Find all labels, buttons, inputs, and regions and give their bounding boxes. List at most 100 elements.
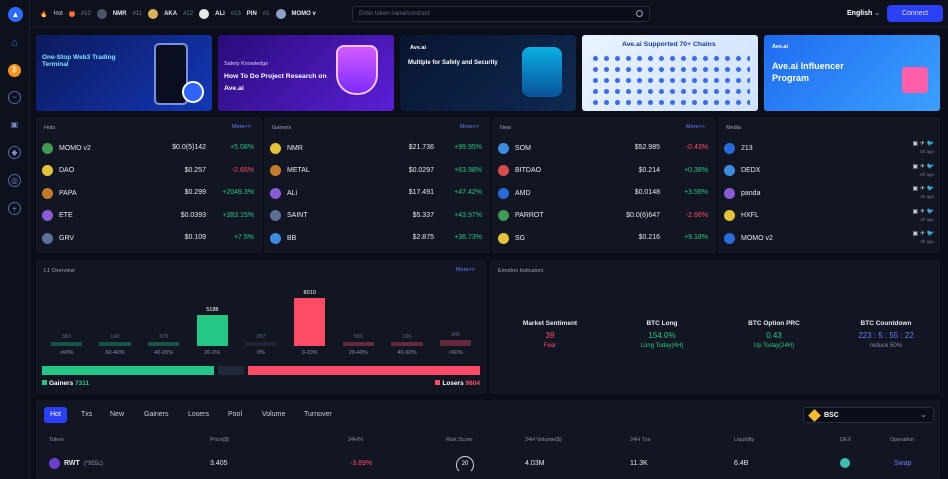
- language-select[interactable]: English ⌄: [847, 9, 880, 17]
- token-icon[interactable]: [148, 9, 159, 19]
- trend-token[interactable]: ALi: [215, 11, 225, 17]
- token-name[interactable]: DAO: [59, 167, 75, 174]
- list-item[interactable]: SG: [498, 231, 525, 245]
- token-name[interactable]: ALi: [287, 189, 298, 197]
- column-header[interactable]: Liquidity: [734, 437, 755, 443]
- connect-button[interactable]: Connect: [887, 5, 943, 22]
- media-item[interactable]: 213: [724, 141, 753, 155]
- token-name[interactable]: DEDX: [741, 167, 761, 174]
- token-name[interactable]: PAPA: [59, 189, 77, 197]
- home-icon[interactable]: ⌂: [11, 36, 18, 49]
- plus-circle-icon[interactable]: +: [8, 202, 21, 215]
- token-name[interactable]: MOMO v2: [59, 144, 91, 152]
- banner-influencer-program[interactable]: Ave.ai Ave.ai Influencer Program: [764, 35, 940, 111]
- social-icons[interactable]: ▣ ✈ 🐦: [912, 141, 934, 147]
- list-item[interactable]: DAO: [42, 164, 74, 178]
- social-icons[interactable]: ▣ ✈ 🐦: [912, 231, 934, 237]
- column-header[interactable]: DEX: [840, 437, 852, 443]
- list-item[interactable]: NMR: [270, 141, 303, 155]
- token-name[interactable]: 213: [741, 144, 753, 152]
- shield-icon[interactable]: ◆: [8, 146, 21, 159]
- column-header[interactable]: Price($): [210, 437, 230, 443]
- token-name[interactable]: SG: [515, 234, 526, 242]
- tab-turnover[interactable]: Turnover: [304, 411, 332, 418]
- token-name[interactable]: GRV: [59, 234, 75, 242]
- token-icon[interactable]: [275, 9, 286, 19]
- tab-hot[interactable]: Hot: [44, 407, 67, 423]
- compass-icon[interactable]: ◎: [8, 174, 21, 187]
- column-header[interactable]: Risk Score: [446, 437, 473, 443]
- token-name[interactable]: METAL: [287, 167, 310, 174]
- token-icon[interactable]: [96, 9, 107, 19]
- media-item[interactable]: HXFL: [724, 209, 759, 223]
- trend-rank: #11: [132, 11, 143, 17]
- token-icon: [42, 187, 53, 199]
- more-link[interactable]: More>>: [232, 124, 251, 130]
- media-item[interactable]: panda: [724, 186, 760, 200]
- list-item[interactable]: SAINT: [270, 209, 308, 223]
- list-item[interactable]: MOMO v2: [42, 141, 91, 155]
- column-header[interactable]: 24H%: [348, 437, 363, 443]
- token-name[interactable]: RWT: [64, 460, 80, 467]
- tab-pool[interactable]: Pool: [228, 411, 243, 418]
- social-icons[interactable]: ▣ ✈ 🐦: [912, 208, 934, 215]
- token-name[interactable]: panda: [741, 189, 761, 197]
- table-row-token[interactable]: RWT (*955c): [49, 458, 103, 469]
- list-item[interactable]: GRV: [42, 231, 74, 245]
- token-name[interactable]: ETE: [59, 212, 73, 219]
- token-name[interactable]: HXFL: [741, 212, 759, 219]
- media-item[interactable]: DEDX: [724, 164, 760, 178]
- trend-token[interactable]: PIN: [246, 11, 257, 17]
- chart-icon[interactable]: ~: [8, 91, 21, 104]
- banner-project-research[interactable]: Safety Knowledge How To Do Project Resea…: [218, 35, 394, 111]
- list-item[interactable]: PAPA: [42, 186, 77, 200]
- token-name[interactable]: AMD: [515, 189, 531, 197]
- column-header[interactable]: Operation: [890, 437, 915, 443]
- list-item[interactable]: ALi: [270, 186, 297, 200]
- list-item[interactable]: BB: [270, 231, 296, 245]
- trend-token[interactable]: NMR: [112, 11, 127, 17]
- token-name[interactable]: SOM: [515, 144, 531, 152]
- chain-select[interactable]: BSC ⌄: [803, 407, 934, 423]
- ave-logo-icon[interactable]: ▲: [8, 7, 23, 22]
- list-item[interactable]: BITDAO: [498, 164, 541, 178]
- tab-gainers[interactable]: Gainers: [144, 411, 169, 418]
- social-icons[interactable]: ▣ ✈ 🐦: [912, 186, 934, 192]
- social-icons[interactable]: ▣ ✈ 🐦: [912, 163, 934, 170]
- chain-label: BSC: [824, 412, 839, 419]
- tab-new[interactable]: New: [110, 411, 125, 418]
- banner-trading-terminal[interactable]: One-Stop Web3 Trading Terminal: [36, 35, 212, 111]
- column-header[interactable]: 24H Volume($): [525, 437, 562, 443]
- trend-token[interactable]: MOMO v: [291, 11, 316, 17]
- tab-txs[interactable]: Txs: [81, 411, 93, 418]
- more-link[interactable]: More>>: [456, 267, 475, 273]
- list-item[interactable]: SOM: [498, 141, 531, 155]
- cell-op[interactable]: Swap: [894, 460, 912, 467]
- token-icon[interactable]: [199, 9, 210, 19]
- token-name[interactable]: NMR: [287, 144, 303, 152]
- search-icon[interactable]: [636, 10, 643, 17]
- token-name[interactable]: SAINT: [287, 212, 308, 219]
- tab-volume[interactable]: Volume: [262, 411, 286, 418]
- column-header[interactable]: 24H Txs: [630, 437, 651, 443]
- list-item[interactable]: ETE: [42, 209, 73, 223]
- list-item[interactable]: AMD: [498, 186, 531, 200]
- wallet-icon[interactable]: ▣: [10, 120, 19, 129]
- search-input[interactable]: Enter token name/contract: [352, 6, 650, 22]
- trend-token[interactable]: AKA: [164, 11, 178, 17]
- list-item[interactable]: PARROT: [498, 209, 544, 223]
- l1-bar-value: 287: [256, 334, 266, 340]
- token-name[interactable]: MOMO v2: [741, 234, 773, 242]
- token-name[interactable]: BITDAO: [515, 167, 542, 174]
- more-link[interactable]: More>>: [460, 124, 479, 130]
- list-item[interactable]: METAL: [270, 164, 310, 178]
- media-item[interactable]: MOMO v2: [724, 231, 773, 245]
- banner-70-chains[interactable]: Ave.ai Supported 70+ Chains: [582, 35, 758, 111]
- l1-bar-category: 0%: [257, 350, 265, 356]
- bitcoin-icon[interactable]: ₿: [8, 64, 21, 77]
- banner-safety-security[interactable]: Ave.ai Multiple for Safety and Security: [400, 35, 576, 111]
- token-name[interactable]: BB: [287, 234, 297, 242]
- token-name[interactable]: PARROT: [515, 212, 544, 219]
- tab-losers[interactable]: Losers: [188, 411, 210, 418]
- more-link[interactable]: More>>: [686, 124, 705, 130]
